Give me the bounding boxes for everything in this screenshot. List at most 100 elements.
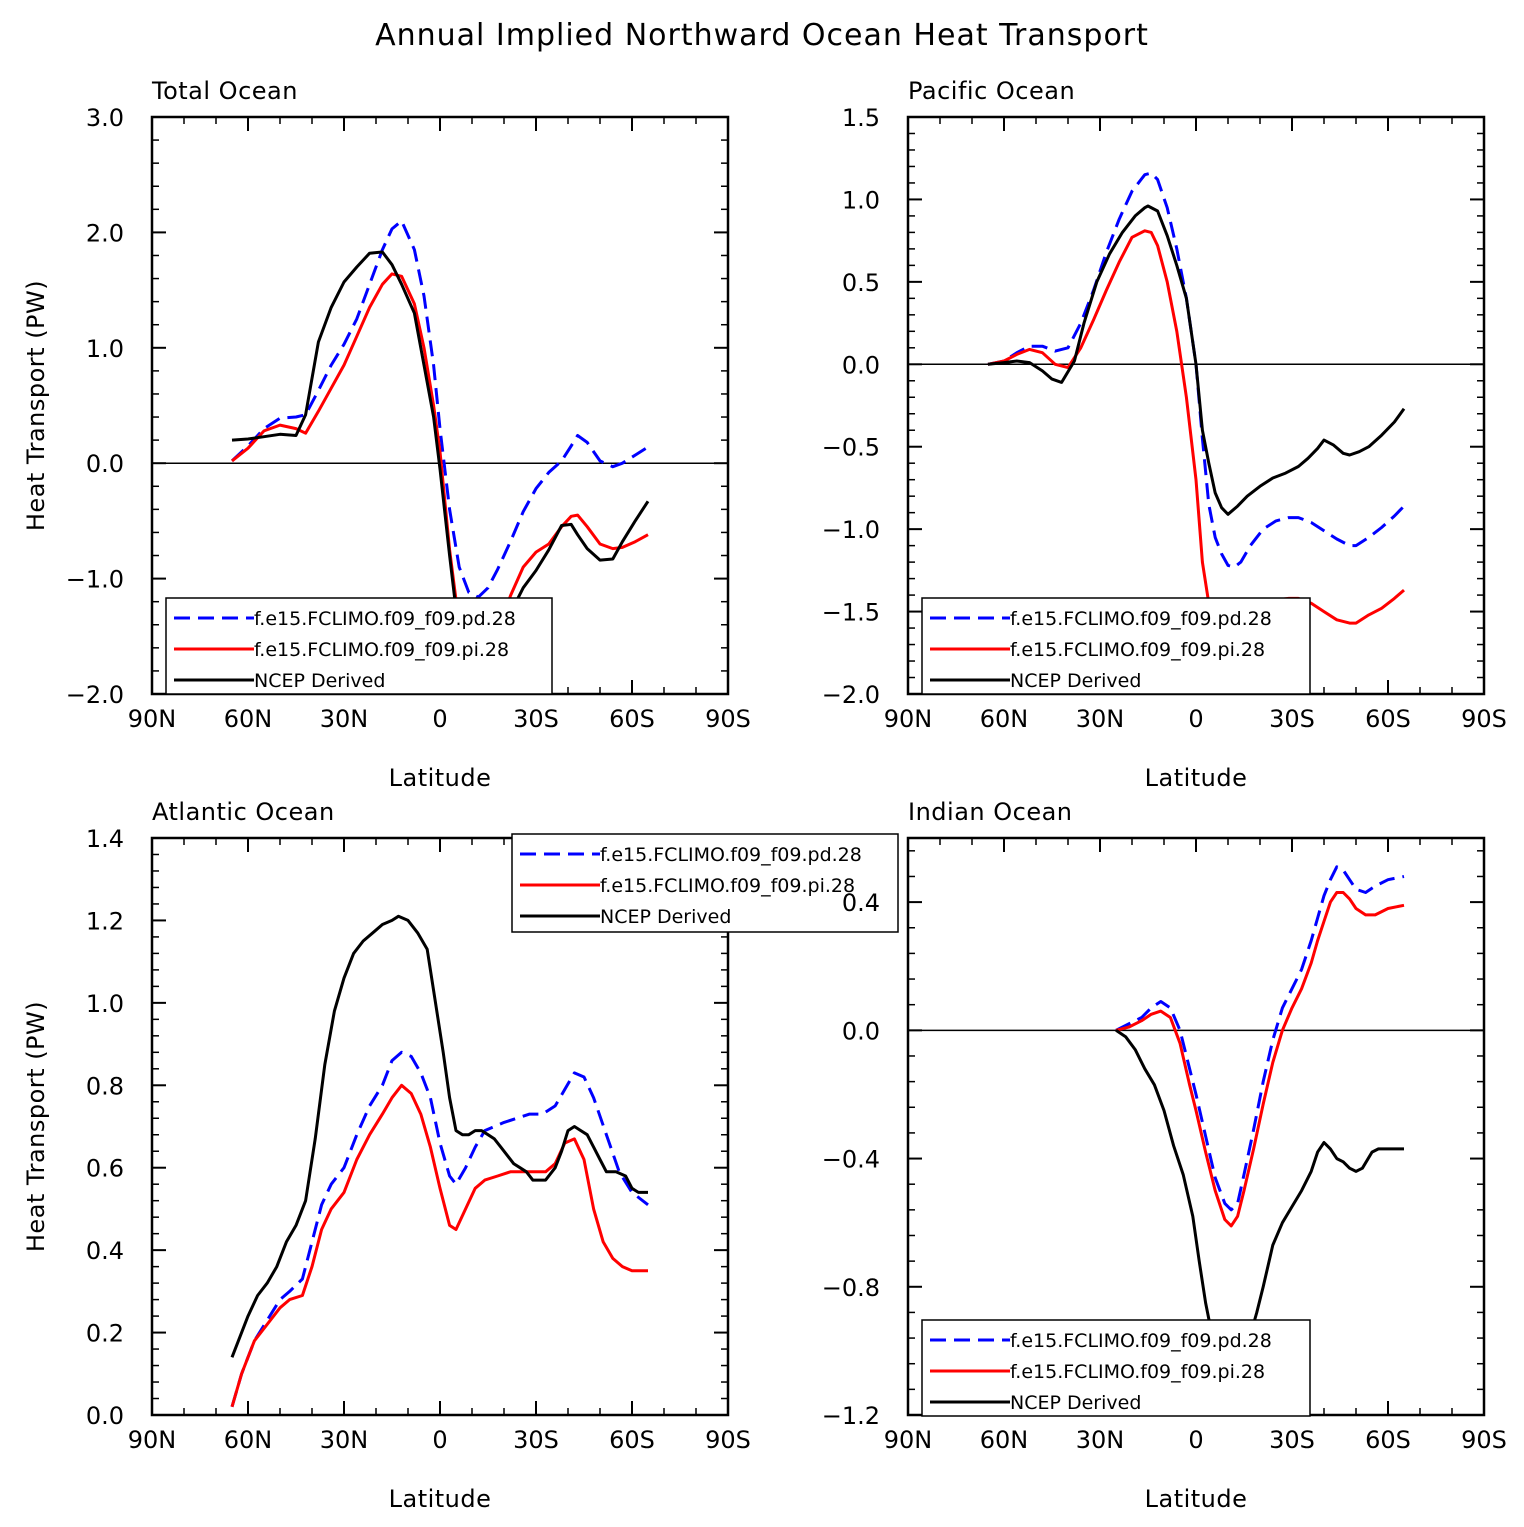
y-tick-label: 2.0 bbox=[86, 219, 124, 247]
plot-frame bbox=[150, 836, 730, 1417]
x-tick-label: 90S bbox=[1461, 705, 1507, 733]
y-axis-label: Heat Transport (PW) bbox=[22, 1001, 50, 1252]
y-tick-label: 1.0 bbox=[86, 335, 124, 363]
y-tick-label: 0.4 bbox=[842, 889, 880, 917]
series-ncep-line bbox=[1115, 1029, 1404, 1372]
y-tick-label: −2.0 bbox=[822, 681, 880, 709]
x-tick-label: 30N bbox=[1076, 705, 1125, 733]
legend-box bbox=[921, 1319, 1311, 1417]
x-tick-label: 30S bbox=[513, 705, 559, 733]
y-tick-label: 1.2 bbox=[86, 907, 124, 935]
x-tick-label: 30S bbox=[1269, 705, 1315, 733]
y-tick-label: −2.0 bbox=[66, 681, 124, 709]
x-tick-label: 0 bbox=[432, 705, 447, 733]
series-ncep-line bbox=[231, 250, 650, 664]
x-tick-label: 90S bbox=[1461, 1426, 1507, 1454]
y-tick-label: 0.0 bbox=[86, 1402, 124, 1430]
legend-label: NCEP Derived bbox=[1010, 1392, 1141, 1414]
y-tick-label: 0.0 bbox=[86, 450, 124, 478]
legend: f.e15.FCLIMO.f09_f09.pd.28 f.e15.FCLIMO.f… bbox=[511, 833, 899, 933]
legend-label: f.e15.FCLIMO.f09_f09.pi.28 bbox=[254, 639, 509, 661]
legend-label: NCEP Derived bbox=[254, 670, 385, 692]
y-tick-label: −0.5 bbox=[822, 434, 880, 462]
y-tick-label: 1.4 bbox=[86, 825, 124, 853]
legend-label: f.e15.FCLIMO.f09_f09.pd.28 bbox=[1010, 1330, 1272, 1352]
panel-title: Pacific Ocean bbox=[908, 77, 1075, 105]
x-tick-label: 60N bbox=[224, 705, 273, 733]
y-tick-label: 3.0 bbox=[86, 104, 124, 132]
y-tick-label: 0.0 bbox=[842, 1017, 880, 1045]
series-pi-line bbox=[1115, 891, 1405, 1228]
x-tick-label: 60N bbox=[980, 705, 1029, 733]
y-tick-label: −0.8 bbox=[822, 1274, 880, 1302]
panel-1: Total Ocean 90N 60N 30N 0 30S 60S 90S −2.0 −1.0 0.… bbox=[22, 77, 751, 792]
panel-title: Indian Ocean bbox=[908, 798, 1073, 826]
legend-label: f.e15.FCLIMO.f09_f09.pd.28 bbox=[1010, 608, 1272, 630]
x-tick-label: 30N bbox=[320, 1426, 369, 1454]
legend-label: f.e15.FCLIMO.f09_f09.pd.28 bbox=[254, 608, 516, 630]
x-tick-label: 0 bbox=[1188, 1426, 1203, 1454]
x-axis-label: Latitude bbox=[1145, 1485, 1248, 1513]
series-pd-line bbox=[230, 219, 649, 599]
y-tick-label: −1.0 bbox=[822, 516, 880, 544]
y-tick-label: 0.8 bbox=[86, 1072, 124, 1100]
y-tick-label: 0.5 bbox=[842, 269, 880, 297]
x-tick-label: 60S bbox=[1365, 705, 1411, 733]
y-tick-label: −0.4 bbox=[822, 1146, 880, 1174]
x-tick-label: 60S bbox=[609, 1426, 655, 1454]
legend-label: NCEP Derived bbox=[1010, 670, 1141, 692]
x-tick-label: 60S bbox=[609, 705, 655, 733]
legend-label: f.e15.FCLIMO.f09_f09.pi.28 bbox=[600, 875, 855, 897]
series-pd-line bbox=[987, 171, 1406, 569]
y-tick-label: −1.0 bbox=[66, 566, 124, 594]
x-tick-label: 90N bbox=[884, 705, 933, 733]
x-tick-label: 60S bbox=[1365, 1426, 1411, 1454]
figure-title: Annual Implied Northward Ocean Heat Tran… bbox=[375, 18, 1149, 53]
x-tick-label: 30S bbox=[1269, 1426, 1315, 1454]
y-tick-label: 0.0 bbox=[842, 351, 880, 379]
legend-label: NCEP Derived bbox=[600, 906, 731, 928]
series-pd-line bbox=[1115, 865, 1405, 1212]
panel-title: Atlantic Ocean bbox=[152, 798, 335, 826]
x-tick-label: 0 bbox=[432, 1426, 447, 1454]
panel-title: Total Ocean bbox=[151, 77, 298, 105]
x-tick-label: 0 bbox=[1188, 705, 1203, 733]
x-tick-label: 90N bbox=[884, 1426, 933, 1454]
y-tick-label: −1.2 bbox=[822, 1402, 880, 1430]
x-axis-label: Latitude bbox=[389, 1485, 492, 1513]
y-tick-label: −1.5 bbox=[822, 599, 880, 627]
x-tick-label: 90N bbox=[128, 1426, 177, 1454]
y-tick-label: 0.2 bbox=[86, 1320, 124, 1348]
series-pi-line bbox=[230, 1083, 648, 1408]
series-ncep-line bbox=[987, 204, 1406, 516]
y-tick-label: 1.0 bbox=[86, 990, 124, 1018]
series-pi-line bbox=[987, 229, 1405, 643]
y-tick-label: 0.6 bbox=[86, 1155, 124, 1183]
panel-2: Pacific Ocean 90N 60N 30N 0 30S 60S 90S −2.0 −1.5… bbox=[822, 77, 1507, 792]
x-tick-label: 30S bbox=[513, 1426, 559, 1454]
x-tick-label: 90N bbox=[128, 705, 177, 733]
x-tick-label: 90S bbox=[705, 1426, 751, 1454]
legend: f.e15.FCLIMO.f09_f09.pd.28 f.e15.FCLIMO.f… bbox=[921, 1319, 1311, 1417]
x-tick-label: 90S bbox=[705, 705, 751, 733]
legend-label: f.e15.FCLIMO.f09_f09.pi.28 bbox=[1010, 1361, 1265, 1383]
x-tick-label: 30N bbox=[320, 705, 369, 733]
y-tick-label: 0.4 bbox=[86, 1237, 124, 1265]
legend-label: f.e15.FCLIMO.f09_f09.pd.28 bbox=[600, 844, 862, 866]
legend-box bbox=[921, 597, 1311, 695]
x-tick-label: 60N bbox=[224, 1426, 273, 1454]
x-tick-label: 30N bbox=[1076, 1426, 1125, 1454]
x-tick-label: 60N bbox=[980, 1426, 1029, 1454]
panel-4: Indian Ocean 90N 60N 30N 0 30S 60S 90S −1.2 −0.8 −… bbox=[822, 798, 1507, 1513]
series-ncep-line bbox=[230, 914, 648, 1358]
y-axis-label: Heat Transport (PW) bbox=[22, 280, 50, 531]
panel-3: Atlantic Ocean 90N 60N 30N 0 30S 60S 90S 0.0 0.2 0… bbox=[22, 798, 899, 1513]
legend-label: f.e15.FCLIMO.f09_f09.pi.28 bbox=[1010, 639, 1265, 661]
y-tick-label: 1.5 bbox=[842, 104, 880, 132]
y-tick-label: 1.0 bbox=[842, 186, 880, 214]
legend: f.e15.FCLIMO.f09_f09.pd.28 f.e15.FCLIMO.f… bbox=[921, 597, 1311, 695]
x-axis-label: Latitude bbox=[389, 764, 492, 792]
x-axis-label: Latitude bbox=[1145, 764, 1248, 792]
legend: f.e15.FCLIMO.f09_f09.pd.28 f.e15.FCLIMO.f… bbox=[165, 597, 553, 695]
